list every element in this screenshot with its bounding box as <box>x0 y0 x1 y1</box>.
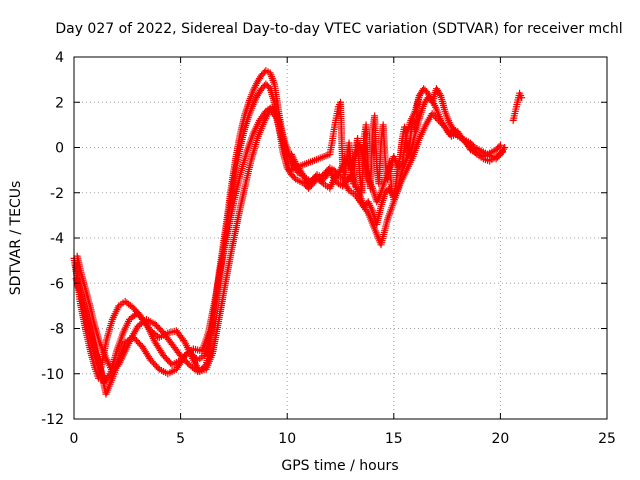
data-point <box>108 367 116 375</box>
data-point <box>431 113 439 121</box>
axis-ticks: 0 5 10 15 20 25 -12 -10 -8 -6 -4 -2 0 2 4 <box>41 50 616 447</box>
y-tick-label: -6 <box>50 276 64 292</box>
y-tick-label: -8 <box>50 322 64 338</box>
x-tick-label: 15 <box>385 431 403 447</box>
chart-title: Day 027 of 2022, Sidereal Day-to-day VTE… <box>55 21 622 37</box>
data-point <box>316 176 324 184</box>
data-point <box>501 144 509 151</box>
data-point <box>455 132 463 140</box>
data-point <box>438 120 446 128</box>
data-point <box>468 145 476 153</box>
data-point <box>436 90 444 98</box>
data-point <box>318 178 326 186</box>
data-point <box>110 366 118 374</box>
data-point <box>463 140 471 148</box>
data-point <box>192 366 200 374</box>
data-point <box>439 121 447 129</box>
data-point <box>518 94 526 102</box>
y-tick-label: 2 <box>55 95 64 111</box>
data-point <box>188 346 196 354</box>
data-point <box>470 147 478 155</box>
data-point <box>462 138 470 146</box>
data-point <box>435 116 443 124</box>
data-marks <box>70 67 526 398</box>
data-point <box>433 115 441 123</box>
x-tick-label: 5 <box>176 431 185 447</box>
data-point <box>428 110 436 118</box>
data-point <box>415 91 423 99</box>
data-point <box>313 173 321 181</box>
data-point <box>471 149 479 157</box>
data-point <box>113 362 121 370</box>
x-tick-label: 25 <box>598 431 616 447</box>
data-point <box>112 364 120 372</box>
y-tick-label: -10 <box>41 367 64 383</box>
y-tick-label: 0 <box>55 141 64 157</box>
data-point <box>154 364 162 372</box>
y-axis-label: SDTVAR / TECUs <box>8 181 24 296</box>
x-tick-label: 20 <box>491 431 509 447</box>
y-tick-label: 4 <box>55 50 64 66</box>
data-point <box>465 142 473 150</box>
y-tick-label: -2 <box>50 186 64 202</box>
data-point <box>430 111 438 119</box>
grid-lines <box>74 57 607 419</box>
data-point <box>436 118 444 126</box>
data-point <box>454 130 462 138</box>
data-point <box>460 137 468 145</box>
data-point <box>467 144 475 151</box>
x-axis-label: GPS time / hours <box>281 458 398 474</box>
data-point <box>459 135 467 143</box>
data-point <box>290 174 298 182</box>
y-tick-label: -4 <box>50 231 64 247</box>
x-tick-label: 0 <box>70 431 79 447</box>
x-tick-label: 10 <box>278 431 296 447</box>
data-point <box>496 141 504 149</box>
data-point <box>315 175 323 183</box>
data-point <box>495 143 503 151</box>
data-point <box>499 148 507 156</box>
data-point <box>457 133 465 141</box>
y-tick-label: -12 <box>41 412 64 428</box>
